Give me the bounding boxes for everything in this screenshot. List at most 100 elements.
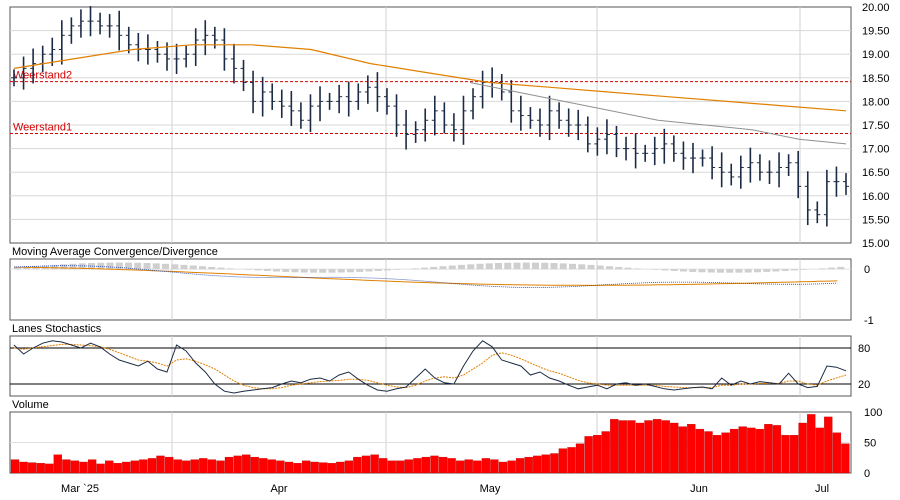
macd-histogram-bar [106,262,114,270]
volume-bar [327,463,336,474]
macd-histogram-bar [541,262,549,270]
volume-bar [130,460,140,474]
macd-histogram-bar [569,263,576,270]
volume-bar [19,461,28,474]
volume-bar [687,424,696,474]
volume-bar [524,456,533,474]
moving-average-long [13,44,847,112]
volume-bar [533,455,542,474]
volume-bar [139,459,148,474]
volume-bar [772,425,782,474]
volume-bar [712,435,722,474]
volume-bar [122,461,131,474]
macd-histogram-bar [485,263,493,270]
stoch-k-line [13,340,847,394]
volume-bar [242,454,251,474]
volume-bar [45,463,54,474]
macd-histogram-bar [791,269,798,271]
volume-title: Volume [12,399,49,411]
volume-bar [541,454,550,474]
price-y-tick-label: 16.00 [862,191,890,203]
macd-histogram-bar [143,263,151,270]
macd-histogram-bar [189,265,197,270]
macd-histogram-bar [670,269,678,271]
volume-bar [113,463,122,474]
volume-bar [567,447,576,474]
macd-histogram-bar [624,267,632,270]
volume-bar [550,453,559,474]
macd-histogram-bar [652,269,660,270]
macd-histogram-bar [319,269,327,273]
volume-bar [498,461,508,474]
macd-histogram-bar [744,269,752,273]
macd-histogram-bar [717,269,724,273]
volume-bar [301,460,311,474]
volume-bar [293,463,302,474]
macd-histogram-bar [661,269,669,271]
macd-histogram-bar [226,268,234,270]
macd-histogram-bar [199,266,206,270]
macd-histogram-bar [430,266,438,270]
macd-histogram-bar [754,269,761,273]
volume-bar [644,420,653,474]
volume-bar [361,455,371,474]
macd-y-tick-label: 0 [864,264,870,276]
macd-histogram-bar [374,269,382,271]
price-y-tick-label: 15.00 [862,238,890,250]
macd-histogram-bar [689,269,697,272]
volume-bar [447,458,456,474]
volume-bar [284,461,294,474]
macd-histogram-bar [97,262,105,270]
macd-histogram-bar [818,268,826,270]
macd-histogram-bar [837,266,845,270]
macd-histogram-bar [263,269,271,271]
volume-bar [173,459,182,474]
macd-histogram-bar [310,269,317,273]
macd-histogram-bar [559,263,567,270]
volume-bar [267,459,276,474]
volume-y-tick-label: 100 [864,407,882,419]
volume-bar [473,460,482,474]
macd-histogram-bar [458,264,465,270]
macd-histogram-bar [393,269,401,270]
macd-histogram-bar [337,269,345,273]
volume-bar [507,460,516,474]
volume-bar [747,427,756,474]
volume-bar [276,460,285,474]
macd-histogram-bar [495,263,502,270]
macd-histogram-bar [707,269,715,273]
volume-bar [815,427,824,474]
macd-histogram-bar [532,262,539,270]
volume-bar [370,454,379,474]
volume-bar [438,456,448,474]
macd-histogram-bar [171,264,179,270]
macd-histogram-bar [23,266,31,270]
macd-histogram-bar [134,262,142,270]
macd-y-tick-label: -1 [864,315,874,327]
macd-histogram-bar [411,268,419,270]
volume-bar [755,428,764,474]
volume-bar [182,460,191,474]
volume-bar [635,422,645,474]
volume-bar [378,458,388,474]
volume-bar [233,455,242,474]
macd-histogram-bar [328,269,336,273]
price-y-tick-label: 18.00 [862,96,890,108]
volume-bar [515,458,525,474]
macd-histogram-bar [467,264,475,270]
resistance-label: Weerstand1 [13,121,72,133]
volume-bar [207,459,217,474]
volume-bar [593,435,602,474]
volume-bar [190,459,199,474]
volume-bar [618,420,627,474]
volume-bar [704,431,713,474]
volume-bar [387,460,396,474]
macd-histogram-bar [180,264,188,270]
volume-bar [627,420,636,474]
volume-bar [661,420,670,474]
volume-bar [430,455,439,474]
volume-y-tick-label: 50 [864,438,876,450]
macd-histogram-bar [69,263,77,270]
volume-bar [259,458,268,474]
